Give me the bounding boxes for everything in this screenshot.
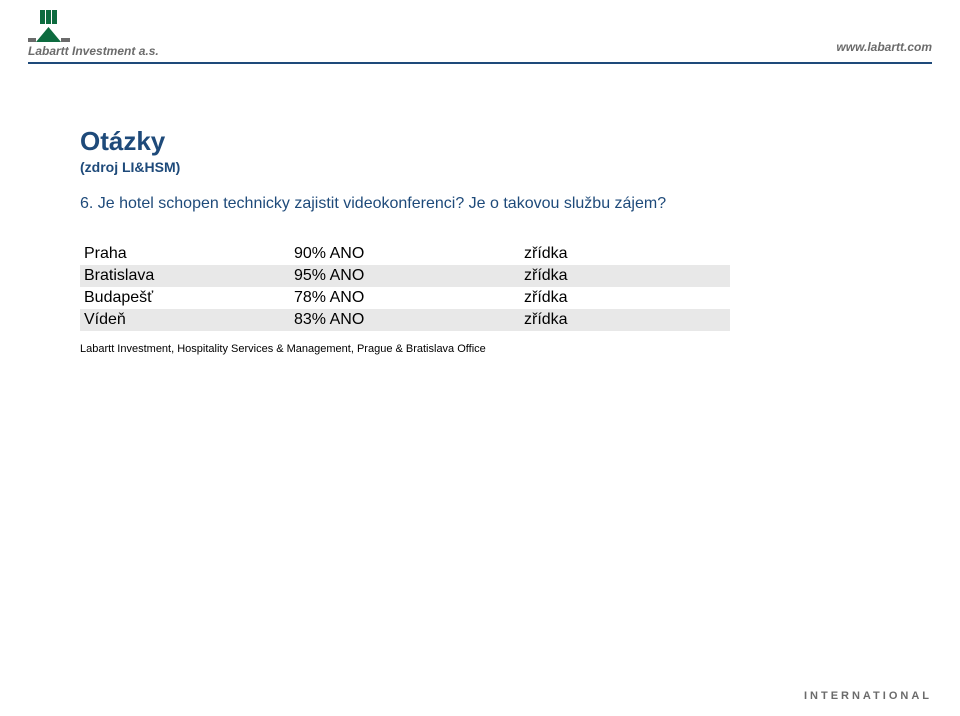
footer-label: INTERNATIONAL bbox=[804, 690, 932, 702]
freq-cell: zřídka bbox=[520, 265, 730, 287]
table-row: Vídeň83% ANOzřídka bbox=[80, 309, 730, 331]
company-name: Labartt Investment a.s. bbox=[28, 44, 159, 58]
page-title: Otázky bbox=[80, 126, 880, 157]
labartt-logo-icon bbox=[28, 10, 70, 42]
city-cell: Vídeň bbox=[80, 309, 290, 331]
table-row: Budapešť78% ANOzřídka bbox=[80, 287, 730, 309]
question-text: 6. Je hotel schopen technicky zajistit v… bbox=[80, 193, 880, 215]
table-row: Praha90% ANOzřídka bbox=[80, 243, 730, 265]
header: Labartt Investment a.s. www.labartt.com bbox=[0, 0, 960, 62]
value-cell: 95% ANO bbox=[290, 265, 520, 287]
header-url: www.labartt.com bbox=[836, 40, 932, 58]
footnote: Labartt Investment, Hospitality Services… bbox=[80, 343, 880, 355]
freq-cell: zřídka bbox=[520, 287, 730, 309]
main-content: Otázky (zdroj LI&HSM) 6. Je hotel schope… bbox=[0, 64, 960, 355]
page-subtitle: (zdroj LI&HSM) bbox=[80, 159, 880, 175]
table-row: Bratislava95% ANOzřídka bbox=[80, 265, 730, 287]
city-cell: Bratislava bbox=[80, 265, 290, 287]
freq-cell: zřídka bbox=[520, 243, 730, 265]
value-cell: 90% ANO bbox=[290, 243, 520, 265]
city-cell: Budapešť bbox=[80, 287, 290, 309]
city-cell: Praha bbox=[80, 243, 290, 265]
value-cell: 83% ANO bbox=[290, 309, 520, 331]
logo-block: Labartt Investment a.s. bbox=[28, 10, 159, 58]
value-cell: 78% ANO bbox=[290, 287, 520, 309]
freq-cell: zřídka bbox=[520, 309, 730, 331]
results-table: Praha90% ANOzřídkaBratislava95% ANOzřídk… bbox=[80, 243, 730, 331]
